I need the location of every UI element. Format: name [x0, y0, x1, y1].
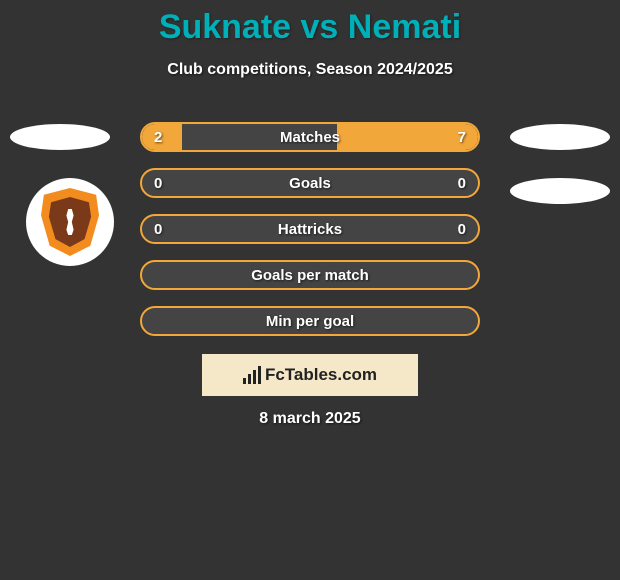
subtitle: Club competitions, Season 2024/2025 [0, 61, 620, 79]
bar-chart-icon [243, 366, 261, 384]
stat-label: Matches [280, 129, 340, 146]
stat-label: Goals per match [251, 267, 369, 284]
stat-label: Goals [289, 175, 331, 192]
stat-value-left: 0 [154, 221, 162, 238]
stat-row-goals-per-match: Goals per match [140, 260, 480, 290]
stat-row-hattricks: 0 Hattricks 0 [140, 214, 480, 244]
stat-label: Min per goal [266, 313, 354, 330]
shield-icon [41, 188, 99, 256]
player-right-avatar [510, 124, 610, 150]
club-right-avatar [510, 178, 610, 204]
stat-value-left: 2 [154, 129, 162, 146]
page-title: Suknate vs Nemati [0, 0, 620, 47]
stats-container: 2 Matches 7 0 Goals 0 0 Hattricks 0 Goal… [140, 122, 480, 352]
stat-value-right: 0 [458, 175, 466, 192]
stat-value-left: 0 [154, 175, 162, 192]
stat-row-goals: 0 Goals 0 [140, 168, 480, 198]
player-left-avatar [10, 124, 110, 150]
brand-text: FcTables.com [265, 365, 377, 385]
stat-value-right: 0 [458, 221, 466, 238]
stat-value-right: 7 [458, 129, 466, 146]
stat-row-matches: 2 Matches 7 [140, 122, 480, 152]
brand-link[interactable]: FcTables.com [202, 354, 418, 396]
stat-label: Hattricks [278, 221, 342, 238]
stat-row-min-per-goal: Min per goal [140, 306, 480, 336]
club-left-badge [26, 178, 114, 266]
date-text: 8 march 2025 [0, 410, 620, 428]
